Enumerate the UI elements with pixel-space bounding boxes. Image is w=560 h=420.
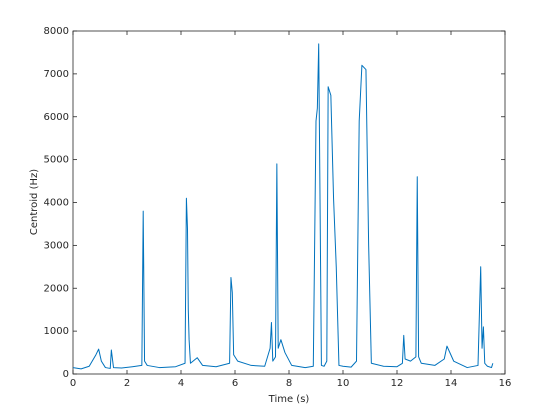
x-tick-label: 4: [178, 378, 184, 389]
y-tick-label: 3000: [44, 240, 69, 251]
x-tick-label: 10: [337, 378, 350, 389]
x-tick-label: 0: [70, 378, 76, 389]
x-tick-label: 8: [286, 378, 292, 389]
x-tick-label: 12: [391, 378, 404, 389]
data-line: [72, 43, 494, 370]
y-tick-label: 6000: [44, 112, 69, 123]
y-axis-label: Centroid (Hz): [29, 169, 40, 235]
y-tick-label: 1000: [44, 326, 69, 337]
x-tick-label: 2: [124, 378, 130, 389]
y-tick-label: 8000: [44, 26, 69, 37]
x-tick-label: 14: [445, 378, 458, 389]
x-axis-label: Time (s): [268, 394, 310, 405]
x-tick-label: 16: [499, 378, 512, 389]
y-tick-label: 5000: [44, 155, 69, 166]
y-tick-label: 0: [63, 369, 69, 380]
y-tick-label: 2000: [44, 283, 69, 294]
y-tick-label: 4000: [44, 198, 69, 209]
y-tick-label: 7000: [44, 69, 69, 80]
x-tick-label: 6: [232, 378, 238, 389]
